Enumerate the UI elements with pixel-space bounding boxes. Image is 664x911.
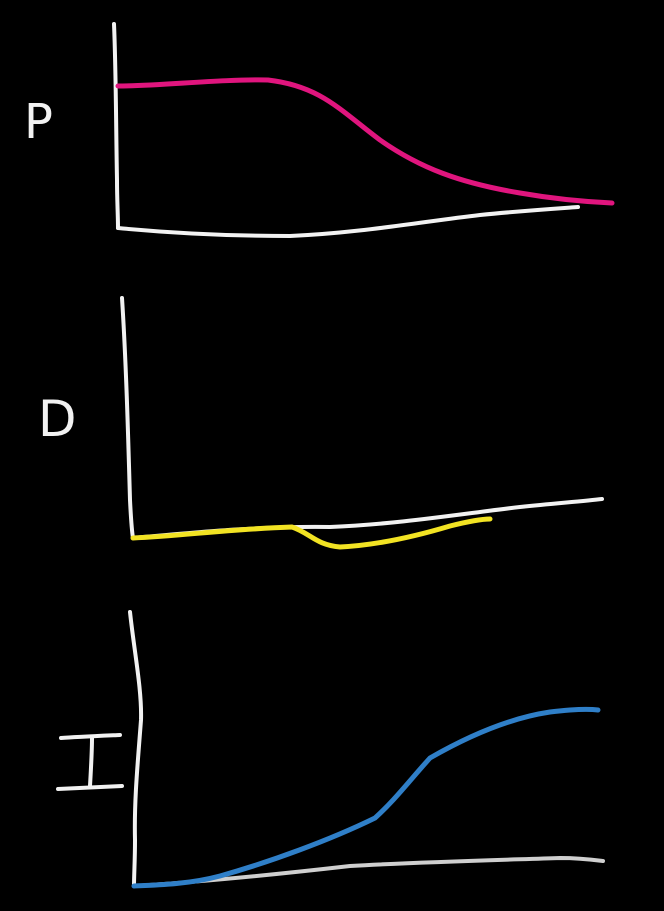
panel-d: D xyxy=(38,296,604,550)
panel-label-d: D xyxy=(38,390,77,448)
baseline-p xyxy=(116,205,580,238)
panel-label-i: I xyxy=(56,733,124,791)
baseline-i xyxy=(132,856,605,888)
label-i-stem xyxy=(88,736,94,788)
y-axis-i xyxy=(128,610,144,888)
panel-label-p: P xyxy=(24,94,53,150)
response-curve-p xyxy=(115,77,615,206)
panel-i: I xyxy=(56,610,605,889)
panel-p: P xyxy=(24,22,615,238)
y-axis-d xyxy=(120,296,135,540)
response-curve-d xyxy=(130,516,493,550)
y-axis-p xyxy=(112,22,120,230)
label-i-bottom-stroke xyxy=(56,784,124,791)
response-curve-i xyxy=(131,706,601,889)
label-i-top-stroke xyxy=(59,733,122,740)
